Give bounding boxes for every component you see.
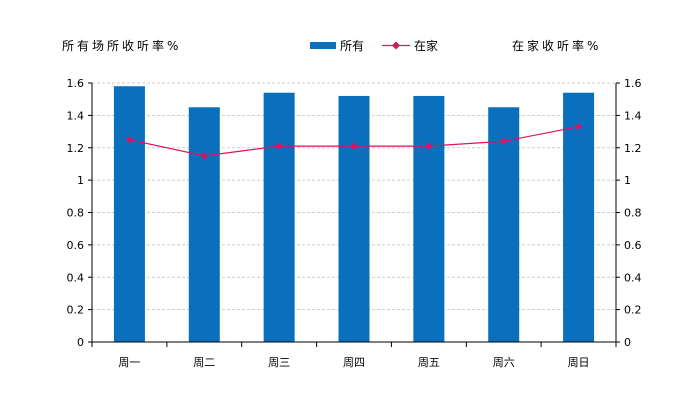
line-series (125, 123, 583, 160)
y-left-tick-label: 1.2 (67, 142, 85, 155)
bar (263, 92, 295, 343)
y-left-tick-label: 0 (77, 336, 84, 349)
y-left-tick-label: 1.6 (67, 77, 85, 90)
bar (488, 107, 520, 342)
x-tick-label: 周二 (193, 356, 215, 369)
legend: 所有 在家 (310, 38, 438, 53)
home-series-point (500, 137, 508, 145)
y-left-tick-label: 0.2 (67, 304, 85, 317)
axes (88, 82, 620, 347)
home-series-point (575, 123, 583, 131)
home-series-point (350, 142, 358, 150)
bar (113, 86, 145, 342)
bar (188, 107, 220, 342)
y-right-tick-label: 1.6 (624, 77, 642, 90)
legend-bar-swatch (310, 42, 336, 49)
x-tick-labels: 周一 周二 周三 周四 周五 周六 周日 (118, 356, 589, 369)
bar (338, 95, 370, 342)
y-right-tick-label: 1 (624, 174, 631, 187)
home-series-point (125, 136, 133, 144)
x-tick-label: 周一 (118, 356, 140, 369)
legend-line-marker (392, 41, 400, 50)
legend-label-all: 所有 (340, 39, 364, 53)
left-tick-labels: 0 0.2 0.4 0.6 0.8 1 1.2 1.4 1.6 (67, 77, 85, 349)
y-left-tick-label: 0.6 (67, 239, 85, 252)
x-tick-label: 周六 (493, 356, 515, 369)
y-left-tick-label: 0.4 (67, 271, 85, 284)
left-axis-title: 所有场所收听率% (62, 38, 181, 53)
y-left-tick-label: 1 (77, 174, 84, 187)
right-tick-labels: 0 0.2 0.4 0.6 0.8 1 1.2 1.4 1.6 (624, 77, 642, 349)
bar (413, 95, 445, 342)
bar (563, 92, 595, 343)
y-right-tick-label: 1.4 (624, 109, 642, 122)
y-right-tick-label: 0.2 (624, 304, 642, 317)
legend-label-home: 在家 (414, 38, 438, 53)
y-right-tick-label: 0.8 (624, 207, 642, 220)
y-right-tick-label: 0.6 (624, 239, 642, 252)
x-tick-label: 周日 (568, 356, 590, 369)
y-right-tick-label: 1.2 (624, 142, 642, 155)
y-left-tick-label: 0.8 (67, 207, 85, 220)
x-tick-label: 周五 (418, 356, 440, 369)
right-axis-title: 在家收听率% (512, 38, 601, 53)
x-tick-label: 周四 (343, 356, 365, 369)
home-series-point (200, 152, 208, 160)
home-series-point (275, 142, 283, 150)
y-right-tick-label: 0.4 (624, 271, 642, 284)
y-left-tick-label: 1.4 (67, 109, 85, 122)
x-tick-label: 周三 (268, 356, 290, 369)
bar-series (113, 86, 595, 343)
home-series-point (425, 142, 433, 150)
y-right-tick-label: 0 (624, 336, 631, 349)
